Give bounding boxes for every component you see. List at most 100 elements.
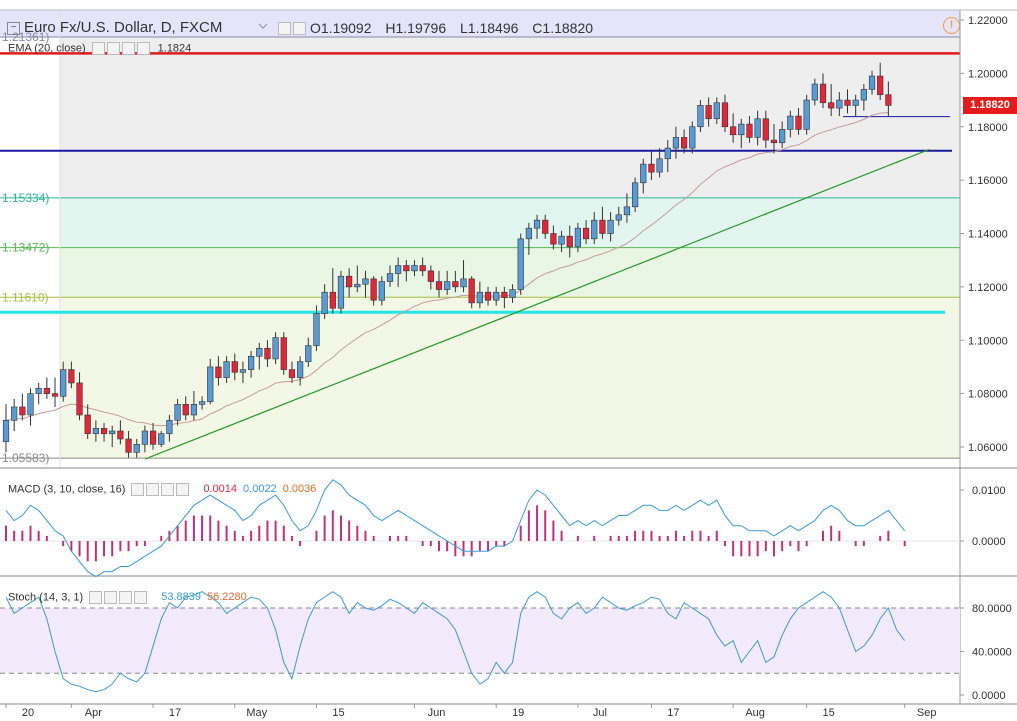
ema-settings-icon[interactable] bbox=[91, 42, 152, 55]
candle bbox=[730, 113, 737, 143]
price-tick-label: 1.20000 bbox=[968, 68, 1008, 80]
candle bbox=[215, 356, 222, 386]
time-tick-label: Jul bbox=[593, 707, 607, 719]
candle bbox=[256, 342, 263, 370]
candle bbox=[231, 353, 238, 381]
price-tick-label: 1.08000 bbox=[968, 389, 1008, 401]
candle-body bbox=[672, 137, 680, 149]
candle-body bbox=[877, 75, 884, 96]
price-tick-label: 1.06000 bbox=[968, 442, 1008, 454]
candle-body bbox=[125, 438, 132, 453]
candle bbox=[280, 332, 287, 375]
candle-body bbox=[370, 278, 377, 301]
candle bbox=[174, 398, 181, 426]
candle-body bbox=[460, 278, 467, 288]
candle bbox=[84, 404, 91, 439]
candle-body bbox=[648, 163, 655, 173]
candle bbox=[484, 286, 492, 306]
candle bbox=[419, 257, 426, 277]
fib-label: 1.21361) bbox=[2, 30, 49, 44]
candle bbox=[403, 260, 410, 282]
candle-body bbox=[288, 369, 296, 378]
candle bbox=[411, 260, 418, 277]
candle-body bbox=[395, 265, 402, 274]
price-tick-label: 1.18000 bbox=[968, 122, 1008, 134]
candle bbox=[697, 100, 704, 133]
stoch-legend[interactable]: Stoch (14, 3, 1) 53.8839 56.2280 bbox=[8, 591, 247, 604]
candle bbox=[117, 420, 124, 445]
candle-body bbox=[566, 235, 573, 248]
candle bbox=[664, 140, 671, 173]
stoch-settings-icon[interactable] bbox=[89, 591, 149, 604]
candle bbox=[501, 286, 508, 309]
candle-body bbox=[76, 382, 83, 416]
candle bbox=[533, 214, 541, 239]
trendline bbox=[144, 148, 930, 460]
time-tick-label: 19 bbox=[512, 707, 524, 719]
stoch-value-1: 53.8839 bbox=[161, 591, 201, 604]
candle bbox=[607, 212, 614, 242]
candle bbox=[460, 260, 467, 293]
candle bbox=[525, 222, 532, 255]
candle bbox=[141, 425, 148, 453]
candle-body bbox=[493, 291, 500, 301]
candle-body bbox=[51, 393, 59, 397]
alert-icon[interactable]: ! bbox=[943, 17, 960, 34]
candle-body bbox=[828, 102, 835, 109]
time-tick-label: Aug bbox=[745, 707, 765, 719]
macd-settings-icon[interactable] bbox=[131, 483, 191, 496]
candle bbox=[591, 212, 598, 245]
candle-body bbox=[795, 115, 802, 130]
candle-body bbox=[182, 403, 189, 416]
candle bbox=[297, 356, 304, 386]
candle bbox=[68, 361, 75, 389]
symbol-title[interactable]: Euro Fx/U.S. Dollar, D, FXCM bbox=[24, 19, 223, 36]
candle bbox=[803, 94, 810, 135]
candle bbox=[770, 124, 778, 154]
candle bbox=[746, 116, 753, 143]
candle bbox=[852, 94, 859, 117]
candle bbox=[877, 62, 884, 101]
title-dropdown-chevron-icon[interactable] bbox=[258, 18, 268, 36]
macd-label: MACD (3, 10, close, 16) bbox=[8, 483, 126, 496]
candle bbox=[354, 265, 361, 293]
candle-body bbox=[354, 283, 361, 288]
high-value: H1.19796 bbox=[385, 20, 447, 36]
ema-label: EMA (20, close) bbox=[8, 42, 86, 55]
candle-body bbox=[92, 428, 99, 434]
candle bbox=[264, 340, 271, 367]
candle-body bbox=[305, 345, 312, 362]
candle-body bbox=[166, 420, 173, 434]
candle bbox=[656, 148, 663, 178]
candle-body bbox=[362, 278, 369, 285]
candle-body bbox=[337, 275, 345, 309]
candle bbox=[705, 97, 712, 127]
candle bbox=[19, 393, 26, 421]
macd-line bbox=[5, 479, 906, 578]
candle-body bbox=[836, 99, 843, 109]
candle-body bbox=[681, 137, 688, 149]
candle bbox=[468, 276, 475, 309]
candle bbox=[721, 94, 729, 133]
candle-body bbox=[615, 214, 622, 221]
macd-value-2: 0.0022 bbox=[243, 483, 277, 496]
price-tick-label: 1.12000 bbox=[968, 282, 1008, 294]
ema-legend[interactable]: EMA (20, close) 1.1824 bbox=[8, 42, 191, 55]
price-tick-label: 1.14000 bbox=[968, 229, 1008, 241]
macd-value-1: 0.0014 bbox=[203, 483, 238, 496]
candle bbox=[787, 110, 794, 138]
candle-body bbox=[386, 273, 394, 282]
candle bbox=[321, 284, 328, 319]
candle-body bbox=[215, 366, 222, 378]
series-settings-icon[interactable] bbox=[272, 20, 314, 38]
candle-body bbox=[198, 401, 206, 405]
candle-body bbox=[60, 369, 67, 397]
candle-body bbox=[35, 387, 42, 394]
candle bbox=[149, 422, 157, 450]
candle bbox=[542, 214, 549, 239]
macd-legend[interactable]: MACD (3, 10, close, 16) 0.0014 0.0022 0.003… bbox=[8, 483, 316, 496]
collapse-icon[interactable]: − bbox=[7, 22, 20, 35]
candle bbox=[631, 177, 639, 213]
candle bbox=[779, 121, 786, 149]
